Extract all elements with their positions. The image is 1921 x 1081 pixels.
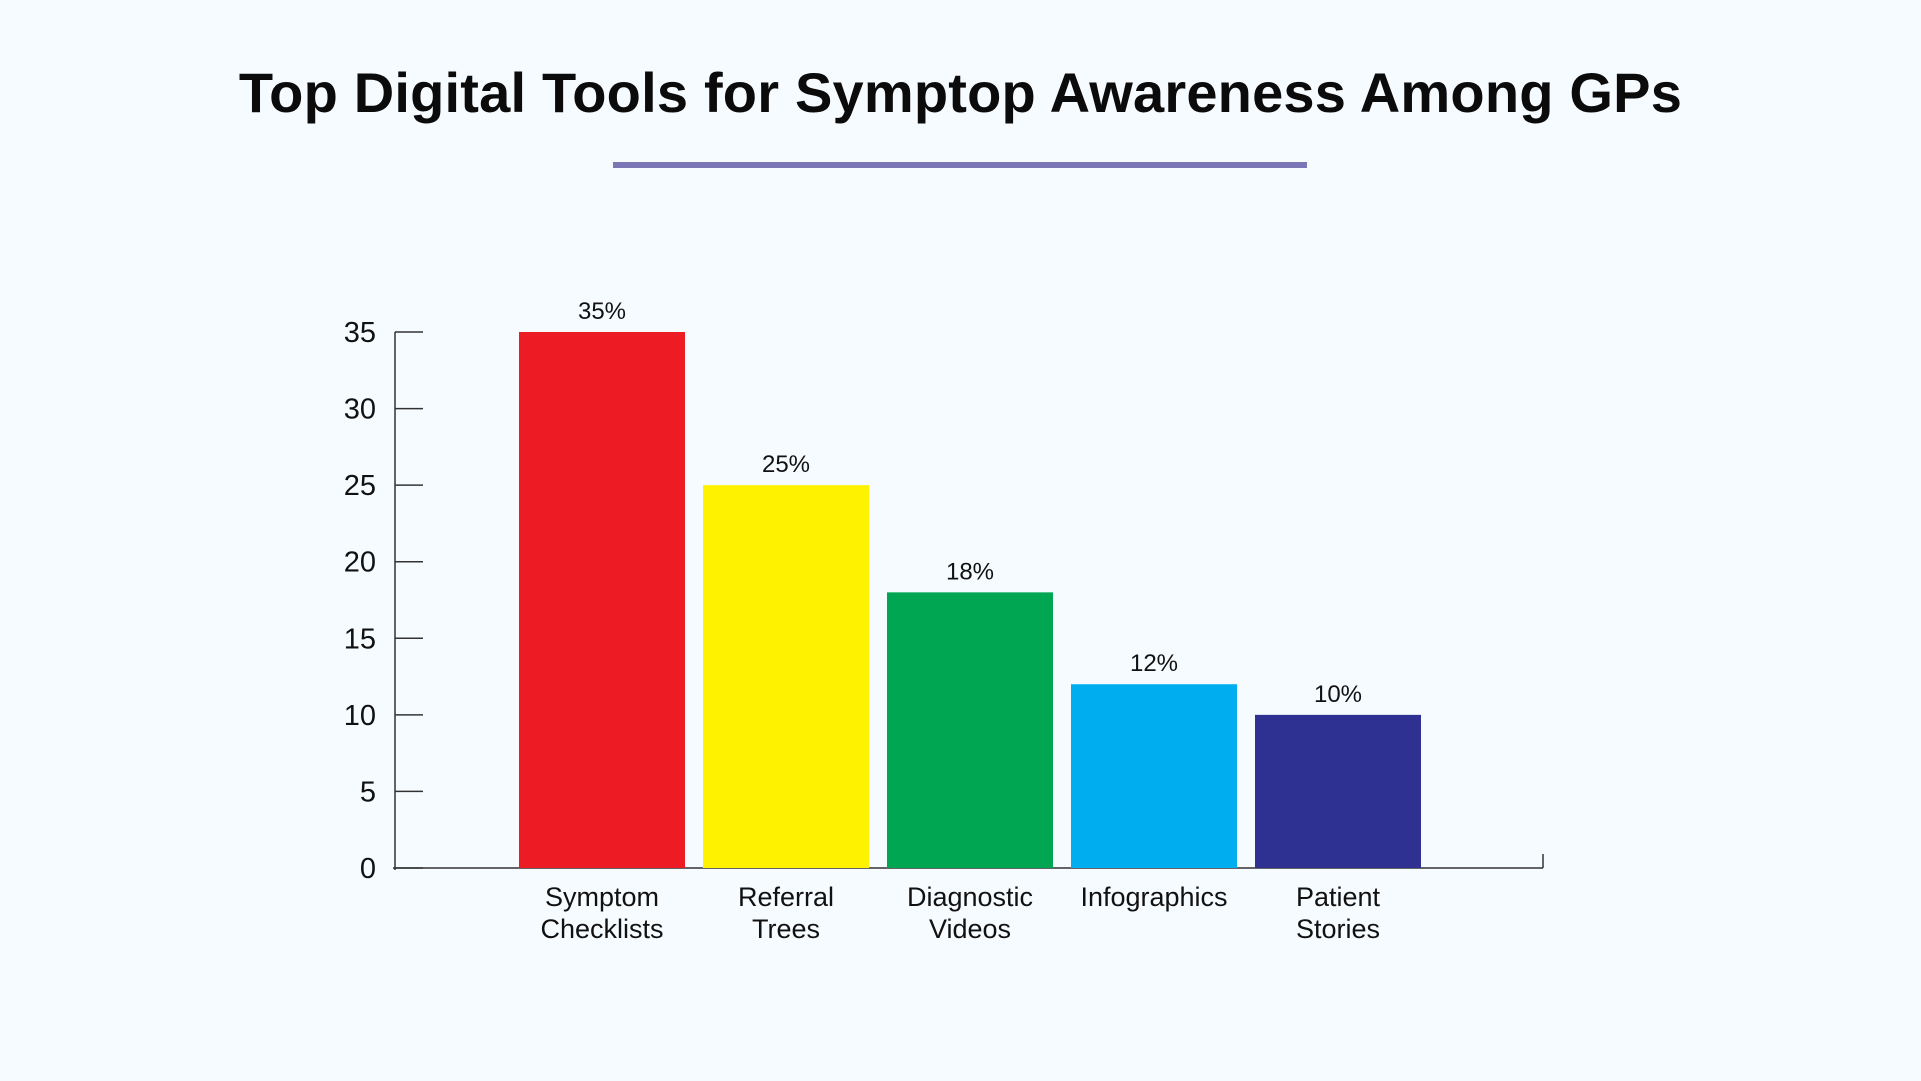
y-tick-label: 30 (344, 394, 376, 426)
bar (519, 332, 685, 868)
category-label: Trees (752, 914, 820, 944)
category-label: Referral (738, 882, 834, 912)
y-tick-label: 10 (344, 700, 376, 732)
bar (703, 485, 869, 868)
category-label: Infographics (1080, 882, 1227, 912)
data-label: 18% (946, 558, 994, 585)
y-tick-label: 25 (344, 470, 376, 502)
category-label: Diagnostic (907, 882, 1033, 912)
bar (1255, 714, 1421, 868)
bar (1071, 684, 1237, 868)
bars (519, 332, 1421, 868)
data-label: 10% (1314, 681, 1362, 708)
bar (887, 592, 1053, 868)
data-label: 12% (1130, 650, 1178, 677)
title-underline (613, 162, 1307, 168)
category-label: Videos (929, 914, 1011, 944)
data-label: 25% (762, 451, 810, 478)
y-tick-label: 35 (344, 317, 376, 349)
category-label: Checklists (540, 914, 663, 944)
data-label: 35% (578, 298, 626, 325)
category-label: Symptom (545, 882, 659, 912)
y-tick-label: 5 (360, 776, 376, 808)
y-tick-label: 20 (344, 547, 376, 579)
data-labels: 35% 25% 18% 12% 10% (578, 298, 1362, 708)
category-label: Stories (1296, 914, 1380, 944)
y-tick-label: 15 (344, 623, 376, 655)
chart-title: Top Digital Tools for Symptop Awareness … (238, 61, 1683, 124)
y-axis-ticks: 0 5 10 15 20 25 30 35 (344, 317, 423, 885)
y-tick-label: 0 (360, 853, 376, 885)
category-label: Patient (1296, 882, 1381, 912)
